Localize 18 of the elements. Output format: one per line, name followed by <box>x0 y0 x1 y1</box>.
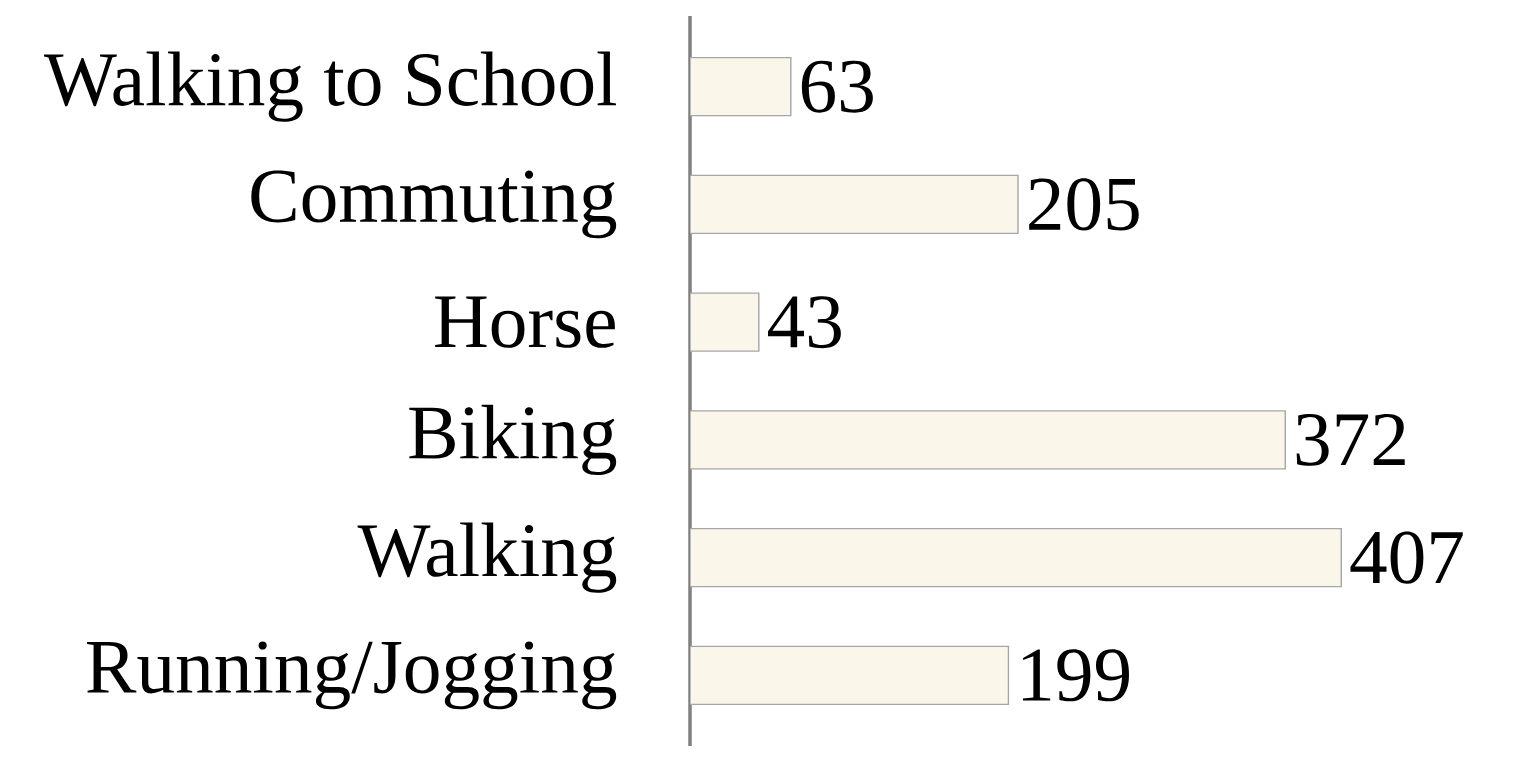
data-label: 63 <box>801 60 873 113</box>
bar <box>690 645 1010 706</box>
data-label: 372 <box>1296 413 1405 466</box>
bar <box>690 174 1019 235</box>
data-label: 43 <box>768 296 841 349</box>
bar <box>690 292 760 352</box>
y-tick-label: Walking to School <box>44 51 617 122</box>
y-tick-label: Walking <box>357 522 617 593</box>
data-label: 407 <box>1350 531 1463 584</box>
y-tick-label: Horse <box>435 296 615 348</box>
y-tick-label: Running/Jogging <box>87 641 617 710</box>
bar <box>690 410 1286 470</box>
bar <box>690 56 792 117</box>
data-label: 199 <box>1022 649 1129 702</box>
bar <box>690 527 1342 588</box>
data-label: 205 <box>1029 178 1139 231</box>
y-tick-label: Commuting <box>251 170 617 239</box>
y-tick-label: Biking <box>409 404 617 476</box>
